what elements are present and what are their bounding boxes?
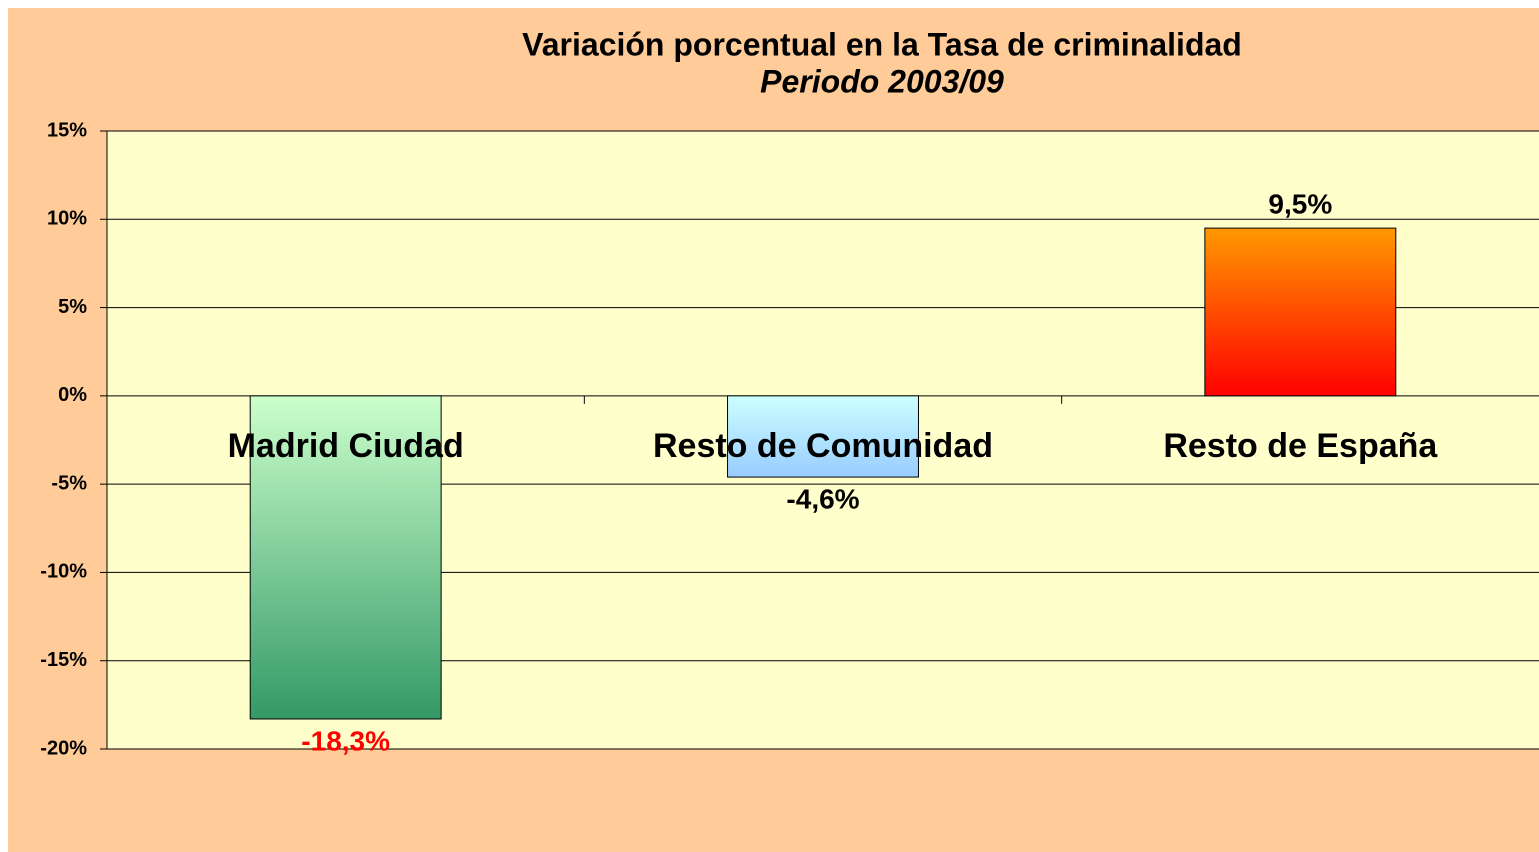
- y-tick-label: -5%: [51, 472, 87, 494]
- data-label: -4,6%: [786, 483, 859, 514]
- chart-title: Variación porcentual en la Tasa de crimi…: [522, 26, 1242, 62]
- chart-subtitle: Periodo 2003/09: [760, 63, 1004, 99]
- y-tick-label: -10%: [40, 561, 87, 583]
- bar: [249, 395, 442, 720]
- bar: [1204, 227, 1397, 397]
- y-tick-label: 15%: [47, 119, 87, 141]
- bar: [727, 395, 919, 478]
- x-tick-label: Resto de Comunidad: [653, 427, 993, 465]
- data-label: 9,5%: [1268, 189, 1332, 220]
- y-tick-label: -15%: [40, 649, 87, 671]
- data-label: -18,3%: [301, 725, 390, 756]
- y-tick-label: -20%: [40, 737, 87, 759]
- y-tick-label: 10%: [47, 208, 87, 230]
- x-tick-label: Madrid Ciudad: [228, 427, 464, 465]
- y-tick-label: 0%: [58, 384, 87, 406]
- y-tick-label: 5%: [58, 296, 87, 318]
- x-tick-label: Resto de España: [1163, 427, 1438, 465]
